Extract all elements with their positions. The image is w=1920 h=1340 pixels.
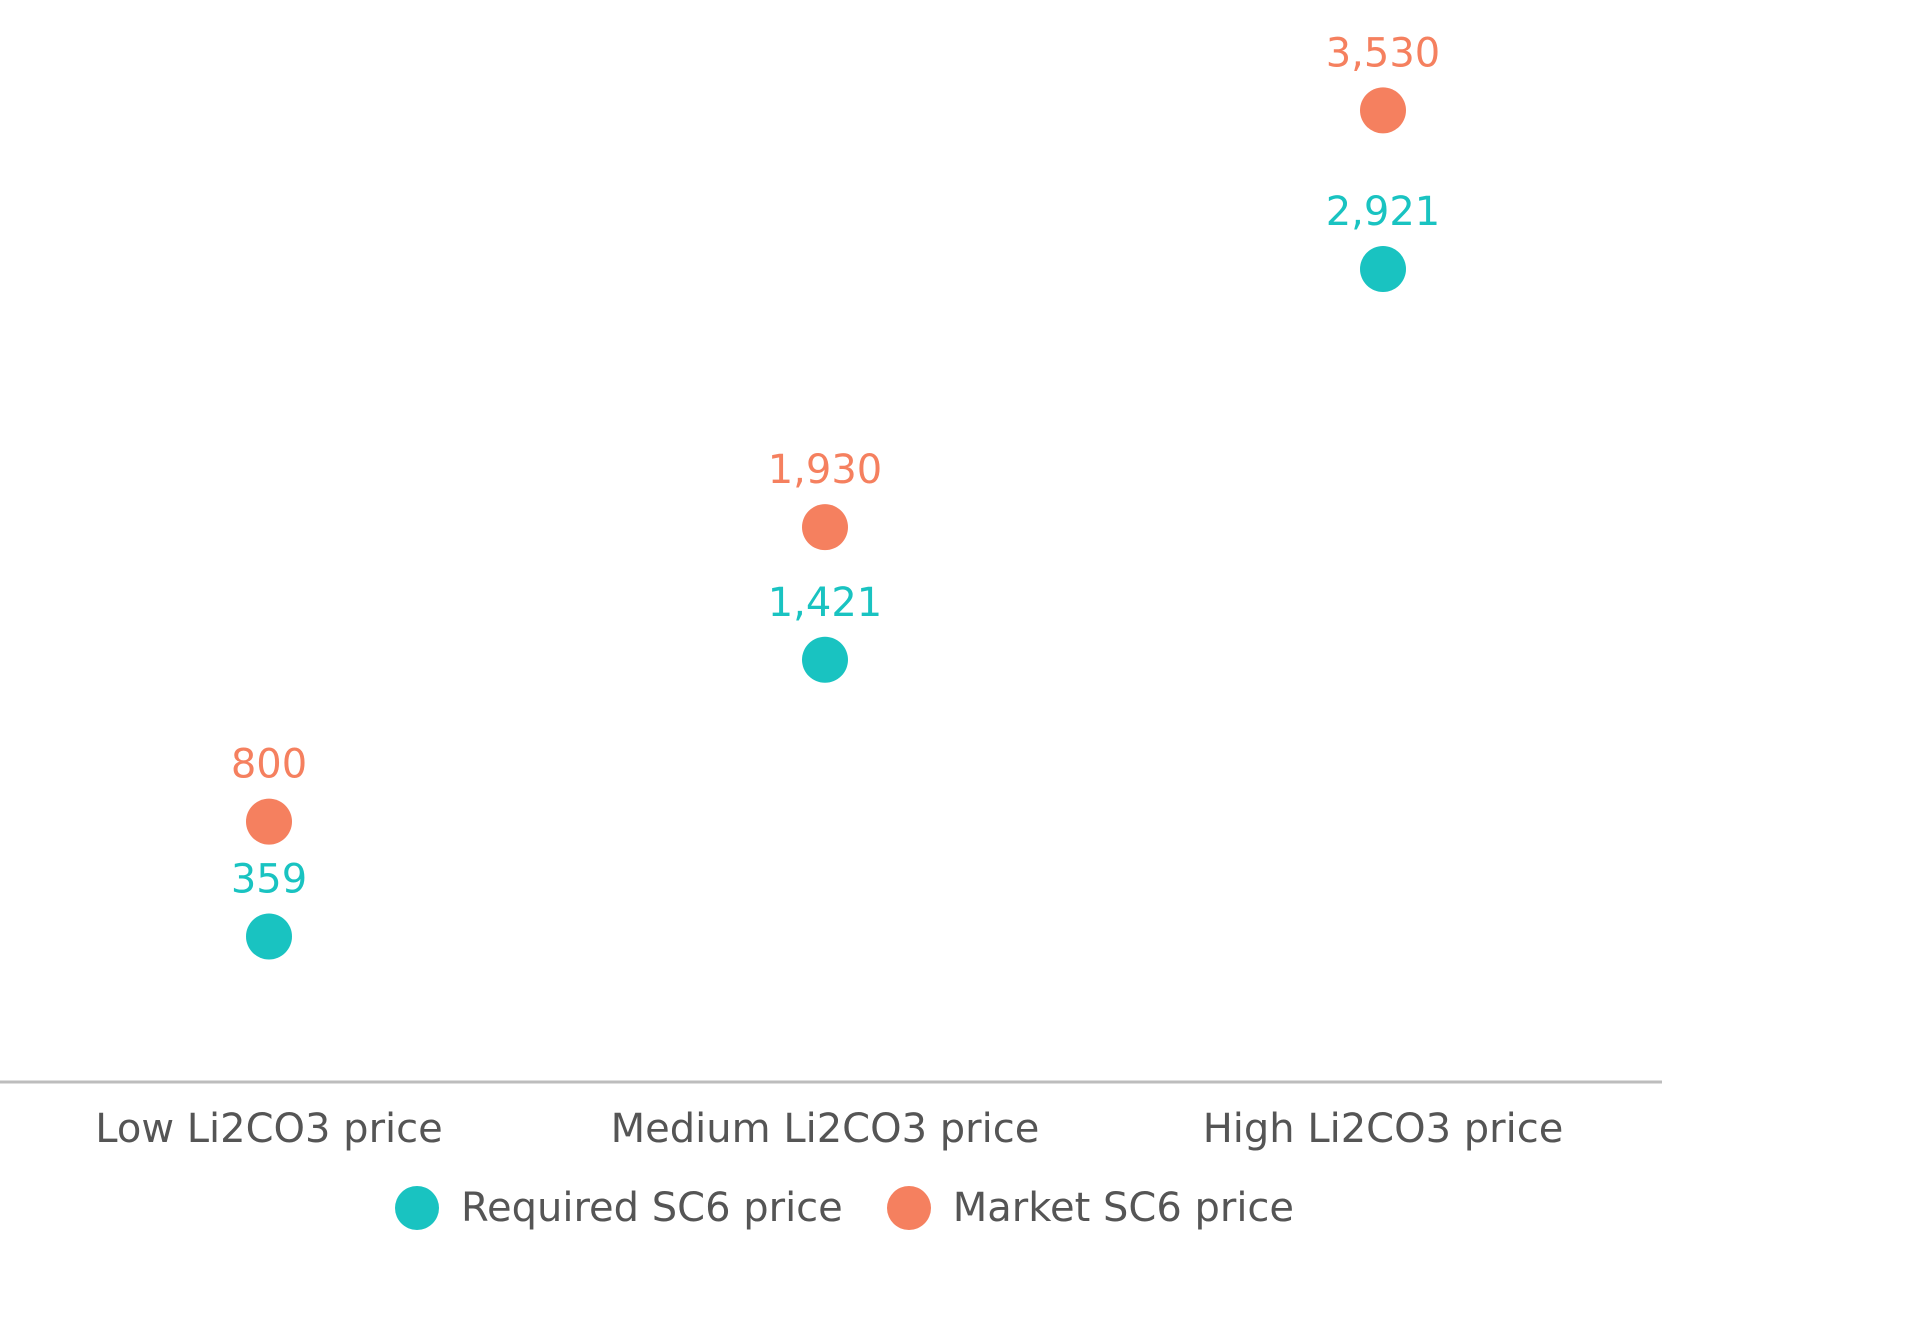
legend-item-market: Market SC6 price [886,1185,1295,1231]
required-data-label: 2,921 [1326,189,1441,235]
legend-swatch-required [395,1186,439,1230]
marks-layer: 359 1,421 2,921 800 1,930 3,530 [231,30,1441,960]
market-point [1360,87,1406,134]
required-point [246,913,292,960]
market-data-label: 800 [231,742,307,788]
required-data-label: 1,421 [768,580,883,626]
x-tick-label: Low Li2CO3 price [95,1106,442,1152]
required-data-label: 359 [231,856,307,902]
required-point [1360,246,1406,293]
market-point [246,798,292,845]
legend-label-market: Market SC6 price [952,1185,1295,1231]
required-point [802,636,848,683]
x-tick-label: High Li2CO3 price [1203,1106,1564,1152]
x-tick-label: Medium Li2CO3 price [611,1106,1040,1152]
market-data-label: 3,530 [1326,30,1441,76]
legend-item-required: Required SC6 price [395,1185,843,1231]
market-data-label: 1,930 [768,447,883,493]
market-point [802,504,848,551]
legend-label-required: Required SC6 price [461,1185,843,1231]
legend-items: Required SC6 price Market SC6 price [395,1185,1338,1231]
axis-layer: Low Li2CO3 price Medium Li2CO3 price High … [0,1080,1662,1152]
legend-swatch-market [886,1186,931,1230]
